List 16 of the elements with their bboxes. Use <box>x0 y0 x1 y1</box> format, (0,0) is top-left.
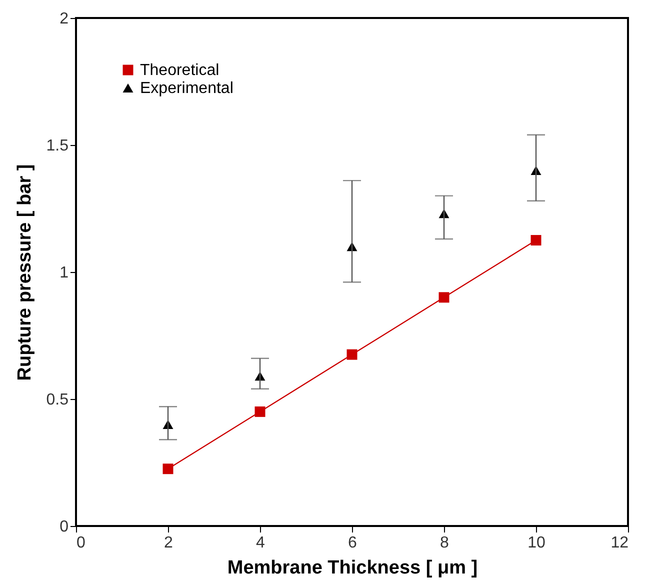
x-tick-label: 10 <box>528 534 546 552</box>
x-tick-label: 8 <box>440 534 450 552</box>
y-tick-label: 1.5 <box>46 138 69 154</box>
x-axis-title: Membrane Thickness [ μm ] <box>227 558 478 578</box>
y-tick-label: 0.5 <box>46 392 69 408</box>
x-tick-label: 4 <box>256 534 266 552</box>
y-tick-label: 1 <box>60 264 69 282</box>
legend-label: Experimental <box>140 80 234 97</box>
y-tick-label: 0 <box>60 518 69 536</box>
legend-label: Theoretical <box>140 62 220 79</box>
y-tick-label: 2 <box>60 10 69 28</box>
x-tick-label: 0 <box>76 534 86 552</box>
x-tick-label: 2 <box>164 534 174 552</box>
x-tick-label: 12 <box>610 534 629 552</box>
x-tick-label: 6 <box>348 534 358 552</box>
y-axis-title: Rupture pressure [ bar ] <box>14 164 36 381</box>
